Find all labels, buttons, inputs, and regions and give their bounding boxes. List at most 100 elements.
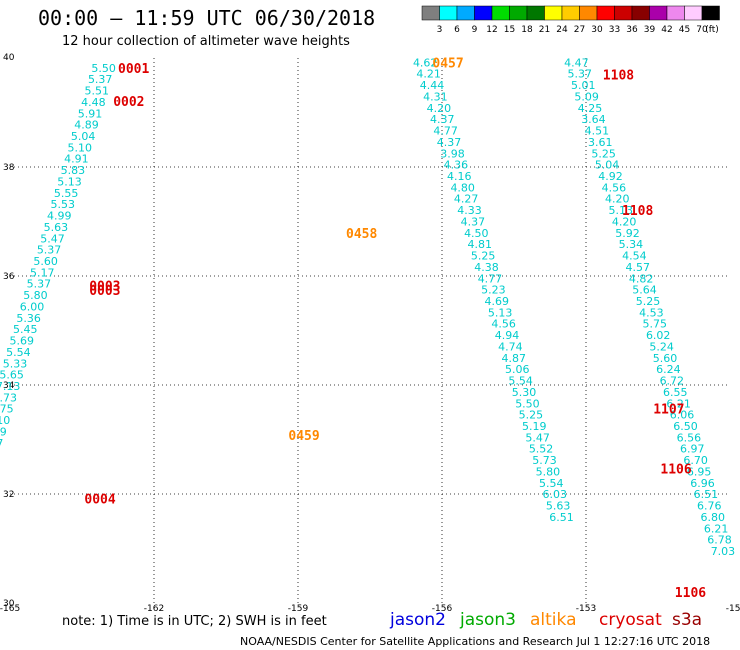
wave-height-label: 3.98 (440, 147, 465, 160)
wave-height-label: 5.19 (522, 420, 547, 433)
wave-height-label: 4.48 (81, 96, 106, 109)
color-scale-label: 3 (437, 25, 443, 35)
wave-height-label: 5.63 (546, 500, 571, 513)
wave-height-label: 5.69 (10, 335, 35, 348)
wave-height-label: 5.92 (615, 227, 640, 240)
legend-jason2: jason2 (389, 610, 446, 630)
wave-height-label: 4.20 (605, 193, 630, 206)
color-scale-label: 6 (454, 25, 460, 35)
color-swatch (439, 5, 458, 21)
wave-height-label: 5.25 (636, 295, 661, 308)
wave-height-label: 4.87 (502, 352, 527, 365)
wave-height-label: 5.45 (13, 323, 38, 336)
wave-height-label: 5.25 (591, 147, 616, 160)
wave-height-label: 4.21 (416, 68, 441, 81)
legend-jason3: jason3 (459, 610, 516, 630)
color-scale-label: 33 (609, 25, 620, 35)
wave-height-label: 6.72 (660, 375, 685, 388)
wave-height-label: 4.44 (420, 79, 445, 92)
wave-height-label: 5.83 (61, 164, 86, 177)
color-scale-label: 70 (696, 25, 708, 35)
color-swatch (561, 5, 580, 21)
wave-height-label: 4.99 (47, 210, 72, 223)
wave-height-label: 4.36 (444, 159, 469, 172)
color-scale-label: 18 (521, 25, 533, 35)
track-altika: 4.624.214.444.314.204.374.774.373.984.36… (288, 56, 573, 524)
wave-height-label: 5.37 (88, 73, 113, 86)
wave-height-label: 6.73 (0, 391, 17, 404)
wave-height-label: 4.51 (585, 125, 610, 138)
pass-time-label: 0459 (288, 429, 319, 444)
wave-height-label: 5.09 (574, 90, 599, 103)
wave-height-label: 4.31 (423, 90, 448, 103)
wave-height-label: 6.50 (673, 420, 698, 433)
wave-height-label: 4.94 (495, 329, 520, 342)
legend-altika: altika (530, 610, 577, 630)
wave-height-label: 5.36 (16, 312, 41, 325)
wave-height-label: 5.24 (649, 340, 674, 353)
wave-height-label: 5.47 (40, 232, 65, 245)
color-swatch (684, 5, 703, 21)
wave-height-label: 4.91 (64, 153, 89, 166)
wave-height-label: 6.06 (670, 409, 695, 422)
color-swatch (509, 5, 528, 21)
wave-height-label: 5.50 (515, 397, 540, 410)
wave-height-label: 5.91 (78, 107, 103, 120)
wave-height-label: 4.27 (454, 193, 479, 206)
wave-height-label: 4.33 (457, 204, 482, 217)
color-swatch (701, 5, 720, 21)
wave-height-label: 4.37 (461, 215, 486, 228)
color-swatch (526, 5, 545, 21)
wave-height-label: 6.21 (704, 522, 729, 535)
wave-height-label: 4.57 (625, 261, 650, 274)
wave-height-label: 5.37 (27, 278, 52, 291)
wave-height-label: 5.51 (85, 85, 110, 98)
credit-line: NOAA/NESDIS Center for Satellite Applica… (240, 635, 710, 648)
color-swatch (421, 5, 440, 21)
track-cryosat: 4.475.375.015.094.253.644.513.615.255.04… (564, 56, 735, 601)
axis-ticks: -165 -162 -159 -156 -153 -150 30 32 34 36 38 40 (0, 53, 740, 614)
wave-height-label: 6.21 (666, 397, 691, 410)
x-tick-label: -162 (144, 604, 164, 614)
wave-height-label: 5.13 (488, 306, 513, 319)
wave-height-label: 5.37 (37, 244, 62, 257)
wave-height-label: 4.69 (485, 295, 510, 308)
wave-height-label: 7.03 (711, 545, 736, 558)
wave-height-label: 5.06 (505, 363, 530, 376)
wave-height-label: 5.64 (632, 284, 657, 297)
wave-height-label: 5.25 (519, 409, 544, 422)
pass-time-label: 1107 (653, 402, 684, 417)
color-swatch (544, 5, 563, 21)
wave-height-label: 4.74 (498, 340, 523, 353)
pass-time-label: 1108 (622, 204, 653, 219)
color-scale-label: 12 (486, 25, 497, 35)
wave-height-label: 5.53 (50, 198, 75, 211)
wave-height-label: 3.61 (588, 136, 613, 149)
wave-height-label: 4.53 (639, 306, 664, 319)
wave-height-label: 6.78 (707, 534, 732, 547)
color-scale-label: 30 (591, 25, 603, 35)
color-swatch (491, 5, 510, 21)
wave-height-label: 4.20 (612, 215, 637, 228)
color-scale-label: 21 (539, 25, 550, 35)
wave-height-label: 4.37 (437, 136, 462, 149)
wave-height-label: 4.25 (578, 102, 603, 115)
color-swatch (456, 5, 475, 21)
track-cryosat: 5.505.375.514.485.914.895.045.104.915.83… (0, 62, 149, 508)
color-swatch (474, 5, 493, 21)
wave-height-label: 6.55 (663, 386, 688, 399)
wave-height-label: 4.77 (478, 272, 503, 285)
pass-time-label: 0003 (89, 284, 120, 299)
color-scale-label: 15 (504, 25, 515, 35)
wave-height-label: 5.47 (525, 431, 550, 444)
y-tick-label: 32 (3, 490, 14, 500)
wave-height-label: 7.13 (0, 380, 20, 393)
color-swatch (666, 5, 685, 21)
wave-height-label: 5.54 (6, 346, 31, 359)
wave-height-label: 6.29 (0, 425, 7, 438)
wave-height-label: 4.56 (491, 318, 516, 331)
y-tick-label: 34 (3, 381, 15, 391)
wave-height-label: 5.10 (0, 414, 10, 427)
wave-height-label: 5.33 (3, 357, 28, 370)
color-swatch (614, 5, 633, 21)
